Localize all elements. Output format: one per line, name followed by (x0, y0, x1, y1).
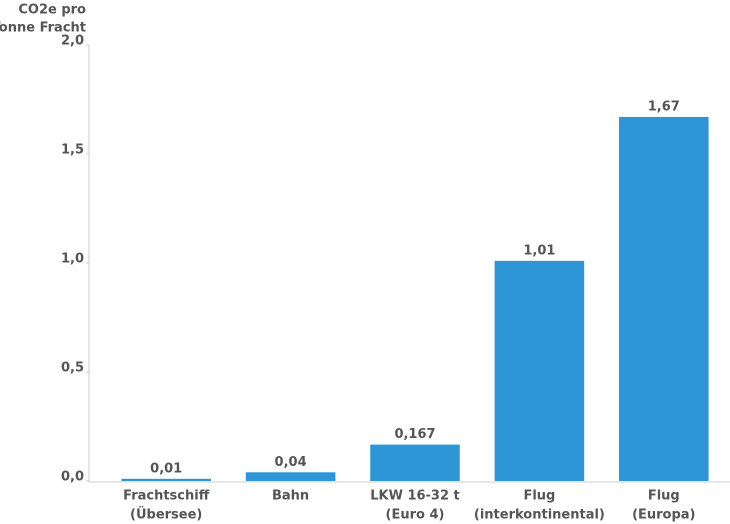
x-tick-label: Bahn (272, 489, 309, 504)
value-label: 0,04 (275, 455, 307, 470)
y-axis-title: Tonne Fracht (0, 21, 86, 36)
x-tick-label: Flug (523, 489, 555, 504)
bar (370, 444, 460, 481)
y-tick-label: 0,0 (61, 470, 84, 485)
x-tick-label: (Europa) (632, 508, 695, 523)
x-tick-label: Flug (648, 489, 680, 504)
y-tick-label: 1,0 (61, 252, 84, 267)
x-tick-label: (interkontinental) (474, 508, 605, 523)
x-tick-label: (Übersee) (130, 507, 202, 523)
value-label: 0,01 (150, 461, 182, 476)
bar (619, 116, 709, 481)
x-tick-label: (Euro 4) (386, 508, 445, 523)
y-axis-title: CO2e pro (18, 3, 86, 18)
bar (494, 260, 585, 481)
y-tick-label: 2,0 (61, 34, 84, 49)
x-tick-label: LKW 16-32 t (370, 489, 460, 504)
y-tick-label: 1,5 (61, 143, 84, 158)
y-tick-label: 0,5 (61, 361, 84, 376)
bar (121, 478, 211, 481)
value-label: 1,67 (648, 99, 680, 114)
bar (245, 472, 336, 481)
value-label: 0,167 (394, 427, 435, 442)
x-tick-label: Frachtschiff (123, 489, 210, 504)
value-label: 1,01 (523, 243, 555, 258)
